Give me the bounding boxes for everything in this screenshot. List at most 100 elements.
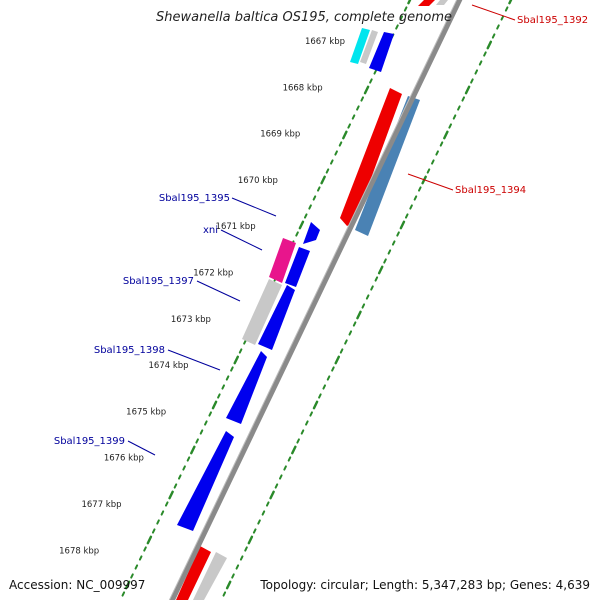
inner-ruler-tick xyxy=(356,105,360,111)
outer-ruler-tick xyxy=(356,310,362,320)
inner-ruler-tick xyxy=(407,0,412,5)
outer-ruler-tick xyxy=(309,411,313,417)
inner-ruler-tick xyxy=(238,348,243,354)
label-sbal195-1395-leader xyxy=(231,197,277,217)
outer-ruler-tick xyxy=(344,339,348,345)
outer-ruler-tick xyxy=(261,510,266,516)
inner-ruler-tick xyxy=(195,438,199,444)
outer-ruler-tick xyxy=(464,85,471,95)
scale-labels: 1667 kbp 1668 kbp 1669 kbp 1670 kbp 1671 kbp… xyxy=(59,37,345,556)
inner-ruler-tick xyxy=(173,483,178,489)
outer-ruler-tick xyxy=(312,400,319,410)
outer-ruler-tick xyxy=(287,456,292,462)
inner-ruler-tick xyxy=(199,429,204,435)
scale-label-1: 1668 kbp xyxy=(283,83,323,93)
outer-ruler-tick xyxy=(399,220,406,230)
outer-ruler-tick xyxy=(339,348,344,354)
inner-ruler-tick xyxy=(351,114,356,120)
inner-ruler-tick xyxy=(295,231,299,237)
inner-ruler-tick xyxy=(143,546,147,552)
outer-ruler-tick xyxy=(470,78,474,84)
outer-ruler-tick xyxy=(279,474,283,480)
inner-ruler-tick xyxy=(308,204,312,210)
gene-sbal195-1398 xyxy=(226,351,267,424)
inner-ruler-tick xyxy=(124,580,131,590)
inner-ruler-tick xyxy=(182,465,186,471)
inner-ruler-tick xyxy=(369,78,373,84)
inner-ruler-tick xyxy=(230,366,234,372)
outer-ruler-tick xyxy=(426,168,431,174)
inner-ruler-tick xyxy=(204,420,208,426)
gene-blue-mid xyxy=(285,247,310,287)
gene-sbal195-1397 xyxy=(242,279,282,345)
inner-ruler-tick xyxy=(208,411,212,417)
inner-ruler-tick xyxy=(225,375,230,381)
outer-ruler-tick xyxy=(404,213,409,219)
scale-label-5: 1672 kbp xyxy=(193,269,233,279)
inner-ruler-tick xyxy=(320,175,326,185)
outer-ruler-tick xyxy=(331,366,335,372)
gene-features xyxy=(176,0,448,600)
inner-ruler-tick xyxy=(334,150,338,156)
scale-label-10: 1677 kbp xyxy=(81,500,121,510)
outer-ruler-tick xyxy=(439,141,444,147)
gene-sbal195-1395 xyxy=(303,222,320,244)
scale-label-3: 1670 kbp xyxy=(238,176,278,186)
inner-ruler-tick xyxy=(342,130,348,140)
outer-ruler-tick xyxy=(491,33,496,39)
scale-label-8: 1675 kbp xyxy=(126,407,166,417)
inner-ruler-tick xyxy=(395,24,399,30)
outer-ruler-tick xyxy=(483,51,487,57)
gene-red-top xyxy=(418,0,435,6)
outer-ruler-tick xyxy=(222,591,227,597)
outer-ruler-tick xyxy=(300,429,305,435)
inner-ruler-tick xyxy=(168,490,174,500)
scale-label-0: 1667 kbp xyxy=(305,37,345,47)
scale-label-6: 1673 kbp xyxy=(171,315,211,325)
inner-ruler-tick xyxy=(347,123,351,129)
label-sbal195-1397-leader xyxy=(196,280,241,302)
scale-label-4: 1671 kbp xyxy=(216,222,256,232)
outer-ruler-tick xyxy=(231,573,235,579)
inner-ruler-tick xyxy=(134,564,139,570)
gene-blue-1397 xyxy=(258,285,295,350)
inner-ruler-tick xyxy=(330,159,334,165)
inner-ruler-tick xyxy=(164,501,169,507)
outer-ruler-tick xyxy=(252,528,257,534)
gene-grey-bottom xyxy=(193,552,227,600)
outer-ruler-tick xyxy=(239,555,244,561)
outer-ruler-tick xyxy=(283,465,287,471)
label-sbal195-1392: Sbal195_1392 xyxy=(517,15,588,26)
outer-ruler-tick xyxy=(383,258,387,264)
outer-ruler-tick xyxy=(322,384,326,390)
outer-ruler-tick xyxy=(431,159,435,165)
outer-ruler-tick xyxy=(448,123,452,129)
outer-ruler-tick xyxy=(370,285,374,291)
inner-ruler-tick xyxy=(317,186,321,192)
label-sbal195-1398-leader xyxy=(167,349,221,371)
outer-ruler-tick xyxy=(377,265,384,275)
outer-ruler-tick xyxy=(291,445,297,455)
genome-backbone xyxy=(169,0,463,600)
outer-ruler-tick xyxy=(413,195,418,201)
outer-dotted-ruler xyxy=(222,0,513,597)
inner-ruler-tick xyxy=(312,195,317,201)
scale-label-2: 1669 kbp xyxy=(260,130,300,140)
inner-ruler-tick xyxy=(373,69,378,75)
inner-ruler-tick xyxy=(160,510,165,516)
outer-ruler-tick xyxy=(391,240,396,246)
label-sbal195-1392-leader xyxy=(471,4,516,21)
label-sbal195-1398: Sbal195_1398 xyxy=(94,345,165,356)
outer-ruler-tick xyxy=(352,321,357,327)
inner-ruler-tick xyxy=(221,384,225,390)
label-sbal195-1395: Sbal195_1395 xyxy=(159,193,230,204)
outer-ruler-tick xyxy=(409,204,413,210)
outer-ruler-tick xyxy=(478,60,483,66)
outer-ruler-tick xyxy=(296,438,300,444)
label-xni-leader xyxy=(220,229,263,251)
outer-ruler-tick xyxy=(396,231,400,237)
topology-text: Topology: circular; Length: 5,347,283 bp… xyxy=(260,578,590,592)
outer-ruler-tick xyxy=(235,564,240,570)
inner-ruler-tick xyxy=(138,555,143,561)
